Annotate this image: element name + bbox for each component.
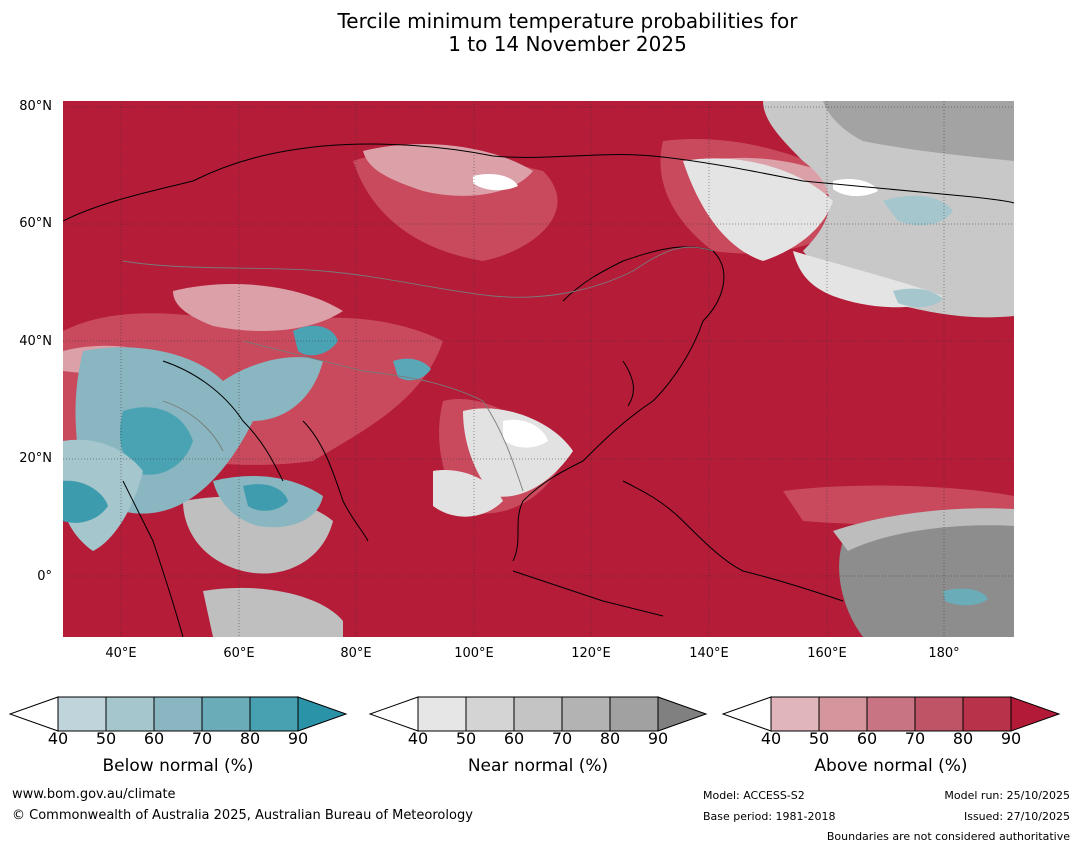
website-link[interactable]: www.bom.gov.au/climate (12, 787, 176, 802)
coastlines (63, 143, 1014, 637)
colorbar-lower-extend (721, 696, 772, 732)
colorbar-upper-extend (297, 696, 348, 732)
colorbar-above-tick: 70 (904, 729, 926, 748)
colorbar-swatch (465, 696, 515, 732)
colorbar-swatch (417, 696, 467, 732)
lon-label-120e: 120°E (571, 646, 611, 661)
colorbar-near-tick: 60 (503, 729, 525, 748)
colorbar-swatch (105, 696, 155, 732)
colorbar-below-tick: 40 (47, 729, 69, 748)
colorbar-near-normal-swatches (368, 696, 708, 732)
boundaries-disclaimer: Boundaries are not considered authoritat… (826, 830, 1070, 843)
colorbar-swatch (513, 696, 563, 732)
country-borders (122, 246, 714, 492)
base-period-info: Base period: 1981-2018 (703, 810, 836, 823)
below-normal-arabia-core (120, 325, 339, 475)
colorbar-near-tick: 90 (647, 729, 669, 748)
colorbar-swatch (818, 696, 868, 732)
below-normal-africa-core (63, 480, 108, 523)
colorbar-below-normal-swatches (8, 696, 348, 732)
colorbar-above-normal: 40 50 60 70 80 90 Above normal (%) (721, 696, 1061, 786)
model-run-info: Model run: 25/10/2025 (944, 789, 1070, 802)
colorbar-below-tick: 60 (143, 729, 165, 748)
colorbar-lower-extend (368, 696, 419, 732)
colorbar-near-tick: 50 (455, 729, 477, 748)
lon-label-80e: 80°E (340, 646, 372, 661)
model-info: Model: ACCESS-S2 (703, 789, 805, 802)
near-normal-arctic-dark (823, 101, 1014, 161)
title-line-1: Tercile minimum temperature probabilitie… (337, 9, 798, 33)
colorbar-swatch (609, 696, 659, 732)
colorbar-above-label: Above normal (%) (814, 756, 968, 776)
colorbar-swatch (914, 696, 964, 732)
colorbar-swatch (57, 696, 107, 732)
colorbar-above-tick: 50 (808, 729, 830, 748)
colorbar-near-normal: 40 50 60 70 80 90 Near normal (%) (368, 696, 708, 786)
lon-label-100e: 100°E (454, 646, 494, 661)
probability-map (63, 101, 1014, 637)
lon-label-180: 180° (928, 646, 960, 661)
near-normal-southwest (183, 496, 343, 637)
colorbar-swatch (201, 696, 251, 732)
colorbar-swatch (561, 696, 611, 732)
chart-title: Tercile minimum temperature probabilitie… (0, 10, 1081, 56)
lat-label-20n: 20°N (19, 451, 52, 466)
above-normal-light-areas (63, 143, 853, 374)
colorbar-near-tick: 80 (599, 729, 621, 748)
colorbar-swatch (249, 696, 299, 732)
colorbar-lower-extend (8, 696, 59, 732)
colorbar-above-tick: 60 (856, 729, 878, 748)
colorbar-below-tick: 90 (287, 729, 309, 748)
colorbar-swatch (962, 696, 1012, 732)
near-normal-east-light (683, 158, 943, 308)
near-normal-pacific-light (833, 508, 1014, 551)
colorbar-below-tick: 50 (95, 729, 117, 748)
lon-label-60e: 60°E (223, 646, 255, 661)
colorbar-below-tick: 70 (191, 729, 213, 748)
colorbar-above-tick: 90 (1000, 729, 1022, 748)
colorbar-above-tick: 40 (760, 729, 782, 748)
lon-label-160e: 160°E (807, 646, 847, 661)
lon-label-140e: 140°E (689, 646, 729, 661)
colorbar-below-label: Below normal (%) (102, 756, 254, 776)
map-layers (63, 101, 1014, 637)
colorbar-upper-extend (1010, 696, 1061, 732)
no-dominant-category (473, 174, 878, 448)
below-normal-indian-ocean-core (243, 484, 288, 511)
colorbar-near-tick: 70 (551, 729, 573, 748)
lat-label-0: 0° (37, 569, 52, 584)
lat-label-40n: 40°N (19, 334, 52, 349)
below-normal-africa (63, 439, 143, 551)
colorbar-above-tick: 80 (952, 729, 974, 748)
copyright-notice: © Commonwealth of Australia 2025, Austra… (12, 808, 473, 823)
lat-label-80n: 80°N (19, 99, 52, 114)
title-line-2: 1 to 14 November 2025 (448, 32, 687, 56)
below-normal-tibet (393, 358, 431, 381)
lat-label-60n: 60°N (19, 216, 52, 231)
below-normal-siberia-east (883, 195, 953, 308)
colorbar-near-label: Near normal (%) (467, 756, 609, 776)
colorbar-swatch (770, 696, 820, 732)
colorbar-swatch (153, 696, 203, 732)
graticule (63, 101, 1014, 637)
colorbar-below-normal: 40 50 60 70 80 90 Below normal (%) (8, 696, 348, 786)
issued-info: Issued: 27/10/2025 (963, 810, 1070, 823)
colorbar-upper-extend (657, 696, 708, 732)
lon-label-40e: 40°E (105, 646, 137, 661)
below-normal-pacific (943, 588, 988, 606)
colorbar-swatch (866, 696, 916, 732)
colorbar-above-normal-swatches (721, 696, 1061, 732)
colorbar-near-tick: 40 (407, 729, 429, 748)
near-normal-pacific (839, 518, 1014, 637)
colorbar-below-tick: 80 (239, 729, 261, 748)
